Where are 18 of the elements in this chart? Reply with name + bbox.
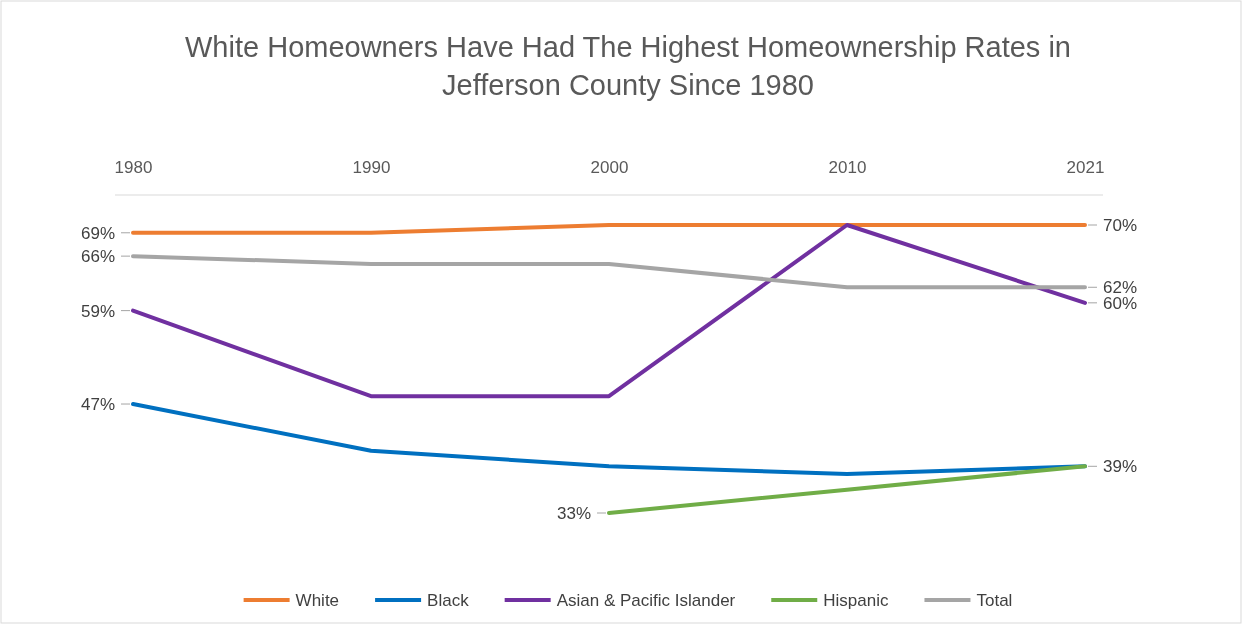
x-tick-label: 1990 [352,158,391,177]
data-label: 69% [80,223,115,243]
legend-label: Asian & Pacific Islander [556,591,736,610]
legend-label: White [295,591,340,610]
legend-label: Hispanic [823,591,889,610]
x-tick-label: 2021 [1066,158,1105,177]
data-label: 33% [556,504,591,523]
chart-title: White Homeowners Have Had The Highest Homeownership Rates in Jefferson County Since 1980 [185,31,1071,101]
data-label: 47% [80,395,115,415]
data-label: 39% [1103,457,1138,477]
x-tick-label: 2000 [590,158,629,177]
x-tick-label: 2010 [828,158,867,177]
legend-label: Total [976,591,1013,610]
x-tick-label: 1980 [114,158,153,177]
data-label: 70% [1103,216,1138,235]
data-label: 59% [80,301,115,321]
data-label: 66% [80,247,115,267]
legend-label: Black [427,591,470,610]
